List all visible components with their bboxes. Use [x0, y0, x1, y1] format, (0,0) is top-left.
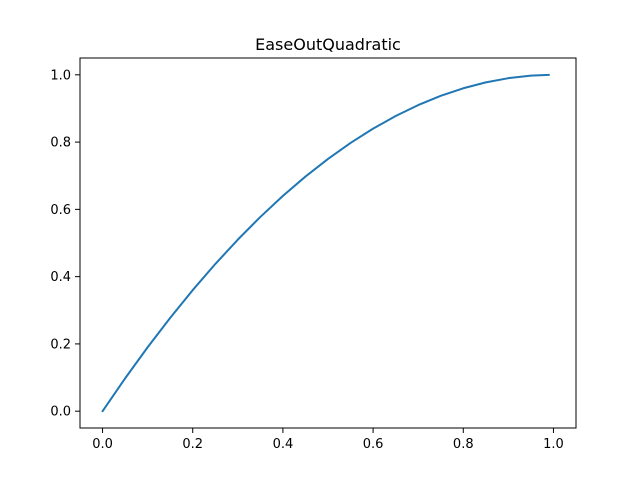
plot-frame [79, 57, 577, 429]
x-tick-label: 0.8 [453, 437, 474, 452]
series-line [101, 73, 550, 413]
series-layer [101, 73, 550, 413]
x-tick-label: 0.2 [182, 437, 203, 452]
axes-layer: 0.0 0.2 0.4 0.6 0.8 1.0 0.0 0.2 0.4 0.6 0.8 1.0 [50, 68, 563, 452]
x-tick-label: 0.0 [92, 437, 113, 452]
y-tick-label: 1.0 [50, 68, 71, 83]
y-tick-label: 0.6 [50, 203, 71, 218]
x-tick-label: 0.4 [273, 437, 294, 452]
y-tick-label: 0.8 [50, 136, 71, 151]
y-tick-label: 0.0 [50, 405, 71, 420]
chart-title: EaseOutQuadratic [255, 35, 401, 54]
y-tick-label: 0.4 [50, 270, 71, 285]
x-tick-label: 1.0 [543, 437, 564, 452]
y-tick-label: 0.2 [50, 337, 71, 352]
x-tick-label: 0.6 [363, 437, 384, 452]
